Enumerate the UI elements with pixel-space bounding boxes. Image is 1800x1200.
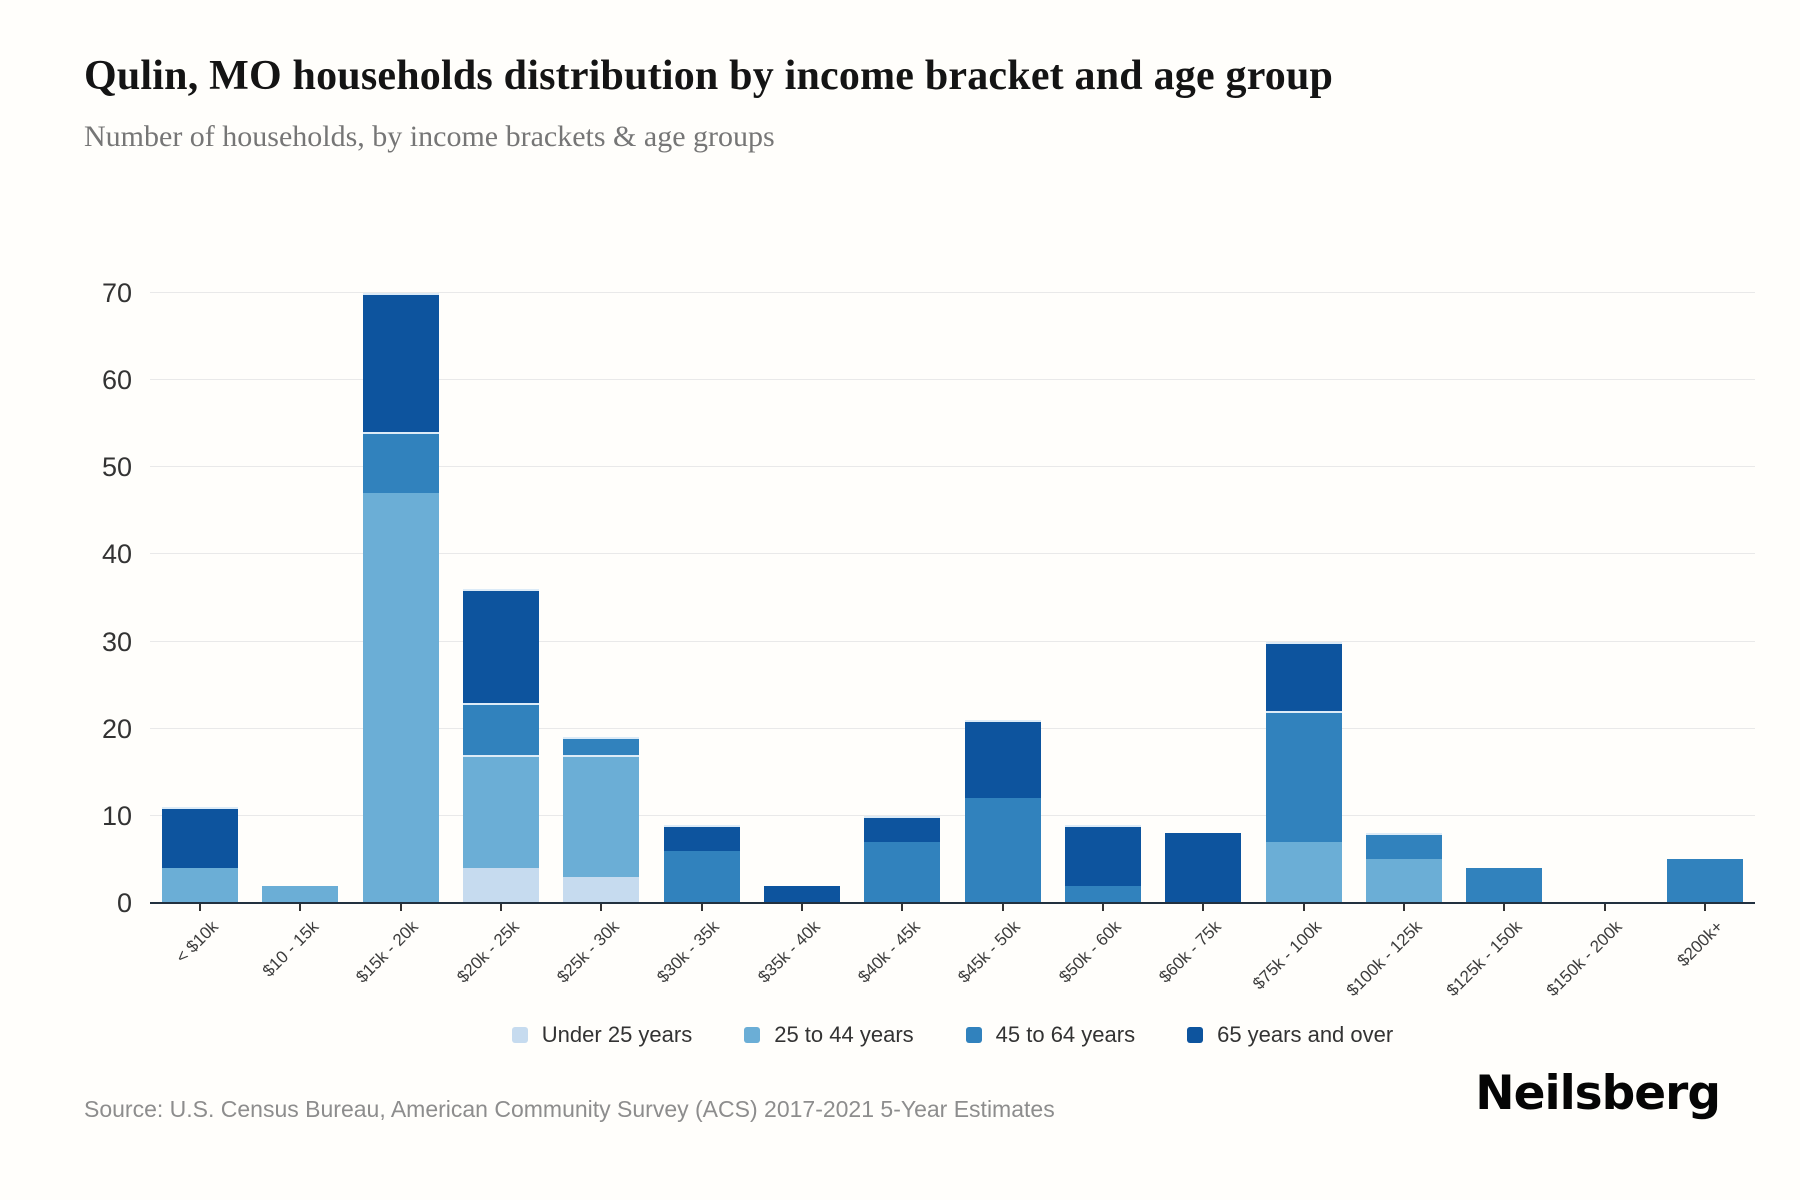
gridline-y-60 [150,379,1755,381]
y-tick-label-50: 50 [101,452,132,483]
bar-segment-25k-30k-under-25-years [563,876,640,903]
bar-segment-75k-100k-25-to-44-years [1265,842,1342,903]
bar-segment-25k-30k-45-to-64-years [563,737,640,755]
x-tick-label-100k-125k: $100k - 125k [1342,917,1426,1000]
x-tick-label-50k-60k: $50k - 60k [1054,917,1125,987]
legend-label-65-years-and-over: 65 years and over [1217,1022,1394,1047]
x-tick-label-25k-30k: $25k - 30k [553,917,623,987]
x-tick-label-200k: $200k+ [1673,917,1727,971]
x-tick-15k-20k [399,903,402,911]
bar-segment-45k-50k-45-to-64-years [964,798,1041,903]
y-tick-label-70: 70 [101,278,132,308]
x-tick-label-40k-45k: $40k - 45k [854,917,924,987]
bar-segment-10k-65-years-and-over [162,807,239,869]
legend: Under 25 years 25 to 44 years 45 to 64 yea… [150,1022,1755,1048]
plot-area: 0 10 20 30 40 50 60 70 < $10k $10 - 15k $15k - 20k… [102,280,1755,1000]
x-tick-label-10k: < $10k [171,917,222,967]
y-tick-label-20: 20 [101,713,132,744]
bar-segment-40k-45k-65-years-and-over [864,815,941,842]
x-tick-label-150k-200k: $150k - 200k [1543,917,1626,1000]
bar-segment-20k-25k-45-to-64-years [463,702,540,755]
gridline-y-30 [150,640,1755,642]
y-tick-label-10: 10 [101,800,132,831]
x-tick-100k-125k [1402,903,1405,911]
x-tick-60k-75k [1202,903,1205,911]
bar-segment-15k-20k-65-years-and-over [362,293,439,433]
legend-label-45-to-64-years: 45 to 64 years [995,1022,1136,1047]
gridline-y-40 [150,553,1755,555]
x-tick-30k-35k [700,903,703,911]
x-tick-10-15k [299,903,302,911]
x-tick-20k-25k [500,903,503,911]
bar-segment-10k-25-to-44-years [162,868,239,903]
x-tick-50k-60k [1101,903,1104,911]
x-tick-label-20k-25k: $20k - 25k [452,917,523,987]
x-tick-45k-50k [1001,903,1004,911]
x-tick-200k [1703,903,1706,911]
bar-segment-50k-60k-45-to-64-years [1064,885,1141,903]
gridline-y-20 [150,727,1755,729]
y-tick-label-30: 30 [101,626,132,657]
bar-segment-30k-35k-45-to-64-years [663,850,740,903]
x-tick-150k-200k [1603,903,1606,911]
bar-segment-20k-25k-under-25-years [463,868,540,903]
x-tick-label-60k-75k: $60k - 75k [1155,917,1225,987]
chart-title: Qulin, MO households distribution by inc… [84,53,1334,99]
bar-segment-200k-45-to-64-years [1666,859,1743,903]
x-tick-label-10-15k: $10 - 15k [258,917,322,981]
bar-segment-100k-125k-25-to-44-years [1365,859,1442,903]
x-tick-label-125k-150k: $125k - 150k [1442,917,1526,1000]
neilsberg-logo: Neilsberg [1475,1066,1721,1121]
gridline-y-50 [150,466,1755,468]
gridline-y-70 [150,292,1755,293]
y-tick-label-40: 40 [101,539,132,570]
bar-segment-50k-60k-65-years-and-over [1064,824,1141,886]
chart-subtitle: Number of households, by income brackets… [84,120,775,153]
x-tick-125k-150k [1503,903,1506,911]
bar-segment-75k-100k-65-years-and-over [1265,641,1342,712]
legend-label-under-25-years: Under 25 years [541,1022,693,1047]
y-tick-label-0: 0 [116,888,132,918]
legend-swatch-25-to-44-years [744,1027,761,1043]
x-tick-10k [199,903,202,911]
x-tick-40k-45k [901,903,904,911]
bar-segment-75k-100k-45-to-64-years [1265,711,1342,842]
x-tick-label-75k-100k: $75k - 100k [1248,917,1326,994]
legend-item-65-years-and-over[interactable]: 65 years and over [1187,1022,1393,1048]
bar-segment-30k-35k-65-years-and-over [663,824,740,851]
legend-swatch-65-years-and-over [1187,1027,1204,1043]
bar-segment-25k-30k-25-to-44-years [563,754,640,877]
bar-segment-40k-45k-45-to-64-years [864,842,941,903]
bar-segment-35k-40k-65-years-and-over [764,885,841,903]
x-tick-75k-100k [1302,903,1305,911]
x-tick-35k-40k [801,903,804,911]
bar-segment-125k-150k-45-to-64-years [1466,868,1543,903]
legend-swatch-45-to-64-years [965,1027,982,1043]
source-note: Source: U.S. Census Bureau, American Com… [84,1096,1055,1122]
y-tick-label-60: 60 [101,365,132,396]
x-tick-25k-30k [600,903,603,911]
bar-segment-20k-25k-25-to-44-years [463,754,540,869]
legend-item-25-to-44-years[interactable]: 25 to 44 years [744,1022,914,1048]
bar-segment-10-15k-25-to-44-years [262,885,339,903]
x-tick-label-15k-20k: $15k - 20k [352,917,423,987]
x-tick-label-35k-40k: $35k - 40k [753,917,824,987]
bar-segment-15k-20k-25-to-44-years [362,493,439,903]
bar-segment-20k-25k-65-years-and-over [463,589,540,703]
legend-item-45-to-64-years[interactable]: 45 to 64 years [965,1022,1136,1048]
bar-segment-15k-20k-45-to-64-years [362,432,439,494]
bar-segment-45k-50k-65-years-and-over [964,720,1041,799]
gridline-y-10 [150,814,1755,816]
legend-item-under-25-years[interactable]: Under 25 years [511,1022,693,1048]
x-axis-line [150,902,1755,904]
bar-segment-60k-75k-65-years-and-over [1165,833,1242,903]
x-tick-label-30k-35k: $30k - 35k [653,917,724,987]
x-tick-label-45k-50k: $45k - 50k [954,917,1025,987]
bar-segment-100k-125k-45-to-64-years [1365,833,1442,860]
legend-label-25-to-44-years: 25 to 44 years [774,1022,914,1047]
legend-swatch-under-25-years [511,1027,528,1043]
